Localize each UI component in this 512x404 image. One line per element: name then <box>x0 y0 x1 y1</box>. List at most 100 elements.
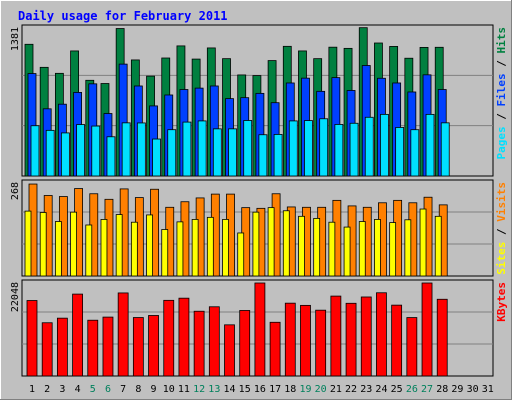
x-tick-label: 31 <box>482 384 494 395</box>
bar-kbytes-day-25 <box>391 304 403 377</box>
x-tick-label: 8 <box>135 384 141 395</box>
bar-sites-day-23 <box>358 221 366 277</box>
bar-sites-day-16 <box>252 211 260 277</box>
x-tick-label: 5 <box>90 384 96 395</box>
bar-sites-day-10 <box>161 229 169 277</box>
bar-sites-day-28 <box>434 215 442 277</box>
chart-title: Daily usage for February 2011 <box>18 9 228 23</box>
bar-kbytes-day-19 <box>300 304 311 377</box>
bar-sites-day-27 <box>419 208 427 277</box>
bar-pages-day-25 <box>395 127 405 177</box>
bar-sites-day-9 <box>146 214 153 277</box>
bar-kbytes-day-23 <box>360 296 372 377</box>
bar-kbytes-day-14 <box>224 324 235 377</box>
x-tick-label: 17 <box>269 384 281 395</box>
bar-kbytes-day-22 <box>345 302 357 377</box>
legend-hits: Hits <box>495 27 508 54</box>
bar-kbytes-day-8 <box>132 317 144 377</box>
x-tick-label: 20 <box>315 384 327 395</box>
bar-sites-day-3 <box>54 221 62 277</box>
bar-pages-day-17 <box>273 134 283 177</box>
bar-sites-day-25 <box>389 222 397 277</box>
bar-kbytes-day-24 <box>376 292 387 377</box>
bar-kbytes-day-6 <box>102 316 114 377</box>
bar-pages-day-1 <box>30 125 40 177</box>
series-kbytes <box>26 282 448 377</box>
bar-sites-day-2 <box>39 212 47 277</box>
x-tick-label: 23 <box>360 384 372 395</box>
y-max-label: 22048 <box>10 282 21 312</box>
panel-legend: Pages / Files / Hits <box>495 27 508 160</box>
y-max-label: 1381 <box>10 27 21 51</box>
bar-kbytes-day-26 <box>406 317 418 377</box>
x-tick-label: 15 <box>239 384 251 395</box>
bar-sites-day-21 <box>328 221 336 277</box>
bar-pages-day-26 <box>410 129 420 177</box>
x-tick-label: 21 <box>330 384 342 395</box>
bar-sites-day-12 <box>191 219 199 277</box>
bar-pages-day-11 <box>182 121 192 177</box>
series-pages <box>30 113 450 177</box>
bar-pages-day-27 <box>425 113 435 177</box>
bar-pages-day-8 <box>136 122 146 177</box>
bar-pages-day-10 <box>167 129 177 177</box>
bar-pages-day-19 <box>304 120 313 177</box>
bar-pages-day-12 <box>197 120 207 177</box>
bar-kbytes-day-4 <box>72 293 83 377</box>
legend-sites: Sites <box>495 242 508 275</box>
bar-kbytes-day-21 <box>330 295 342 377</box>
x-tick-label: 30 <box>467 384 479 395</box>
x-tick-label: 6 <box>105 384 111 395</box>
bar-sites-day-22 <box>343 226 351 277</box>
bar-pages-day-5 <box>91 125 101 177</box>
bar-sites-day-14 <box>222 219 229 277</box>
bar-kbytes-day-10 <box>163 299 175 377</box>
hits-panel: 1381 Pages / Files / Hits <box>10 24 508 177</box>
bar-pages-day-21 <box>334 124 344 177</box>
chart-panels: 1381 Pages / Files / Hits 268 Sites / Visit… <box>10 24 508 377</box>
x-tick-label: 14 <box>223 384 235 395</box>
x-tick-label: 22 <box>345 384 357 395</box>
bar-kbytes-day-2 <box>41 322 53 377</box>
bar-kbytes-day-7 <box>117 292 129 377</box>
bar-kbytes-day-28 <box>436 298 448 377</box>
x-tick-label: 13 <box>208 384 220 395</box>
x-tick-label: 25 <box>391 384 403 395</box>
bar-kbytes-day-11 <box>178 297 190 377</box>
bar-sites-day-18 <box>282 210 290 277</box>
bar-sites-day-11 <box>176 221 184 277</box>
kbytes-panel: 22048 KBytes <box>10 279 508 377</box>
x-tick-label: 11 <box>178 384 190 395</box>
bar-sites-day-1 <box>24 210 32 277</box>
bar-kbytes-day-16 <box>254 282 266 377</box>
bar-pages-day-24 <box>380 113 389 177</box>
bar-sites-day-5 <box>85 224 93 277</box>
bar-sites-day-26 <box>404 219 412 277</box>
bar-kbytes-day-12 <box>193 310 205 377</box>
x-tick-label: 9 <box>151 384 157 395</box>
x-tick-label: 10 <box>163 384 175 395</box>
series-sites <box>24 207 442 277</box>
bar-kbytes-day-18 <box>284 302 296 377</box>
bar-sites-day-13 <box>206 216 214 277</box>
legend-pages: Pages <box>495 126 508 159</box>
bar-kbytes-day-13 <box>208 306 220 377</box>
bar-sites-day-20 <box>313 217 321 277</box>
bar-kbytes-day-27 <box>421 282 433 377</box>
bar-pages-day-13 <box>212 128 222 177</box>
y-max-label: 268 <box>10 182 21 200</box>
bar-sites-day-7 <box>115 214 123 277</box>
x-tick-label: 26 <box>406 384 418 395</box>
x-tick-label: 27 <box>421 384 433 395</box>
bar-sites-day-17 <box>267 207 275 277</box>
bar-kbytes-day-5 <box>87 319 99 377</box>
bar-pages-day-14 <box>228 128 237 177</box>
panel-legend: KBytes <box>495 282 508 322</box>
x-tick-label: 16 <box>254 384 266 395</box>
bar-pages-day-6 <box>106 136 116 177</box>
bar-pages-day-4 <box>76 124 85 177</box>
bar-kbytes-day-1 <box>26 300 38 377</box>
legend-kbytes: KBytes <box>495 282 508 322</box>
